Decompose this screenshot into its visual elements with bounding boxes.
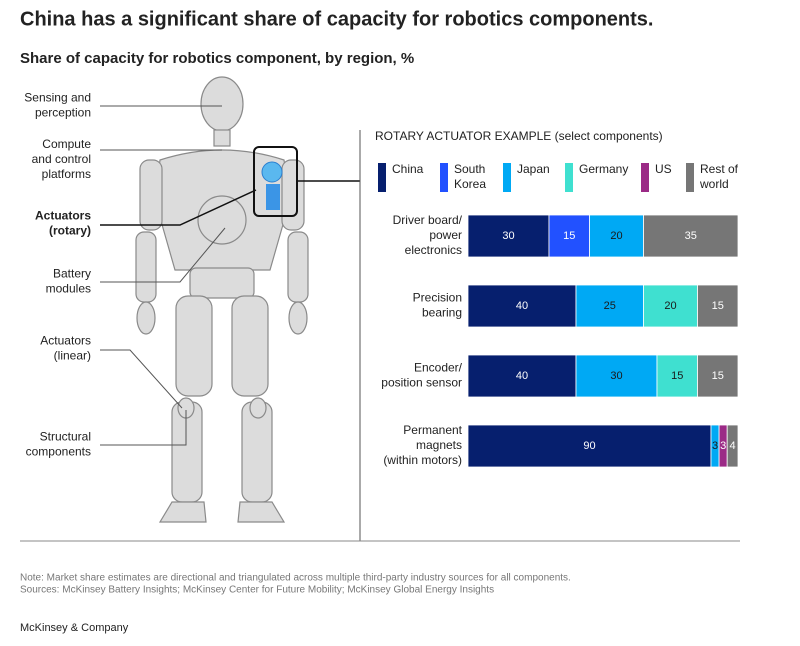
legend-swatch xyxy=(565,163,573,192)
value-label: 90 xyxy=(583,440,595,452)
bar-segment xyxy=(589,214,644,258)
leader-lines xyxy=(100,105,361,541)
category-label: bearing xyxy=(422,306,462,320)
bar-segment xyxy=(467,424,712,468)
figure-label: Actuators xyxy=(35,209,91,223)
category-label: (within motors) xyxy=(383,453,462,467)
bar-segment xyxy=(697,284,739,328)
legend-swatch xyxy=(641,163,649,192)
value-label: 15 xyxy=(712,370,724,382)
category-label: magnets xyxy=(416,438,462,452)
sources: Sources: McKinsey Battery Insights; McKi… xyxy=(20,585,494,596)
actuator-icon xyxy=(261,161,283,183)
legend-label: Japan xyxy=(517,162,550,176)
category-label: Permanent xyxy=(403,423,462,437)
bar-segment xyxy=(467,354,577,398)
figure-label: platforms xyxy=(42,167,91,181)
figure-label: Structural xyxy=(40,430,91,444)
bar-segment xyxy=(726,424,739,468)
bar-segment xyxy=(467,284,577,328)
category-label: Driver board/ xyxy=(393,213,463,227)
figure-label: (rotary) xyxy=(49,224,91,238)
figure-label: (linear) xyxy=(54,349,91,363)
figure-label: and control xyxy=(32,152,91,166)
category-label: power xyxy=(429,228,462,242)
value-label: 15 xyxy=(563,230,575,242)
figure-label: Sensing and xyxy=(24,91,91,105)
value-label: 30 xyxy=(610,370,622,382)
actuator-icon xyxy=(266,184,280,210)
value-label: 3 xyxy=(712,440,718,452)
legend-label: China xyxy=(392,162,424,176)
note: Note: Market share estimates are directi… xyxy=(20,573,571,584)
value-label: 40 xyxy=(516,370,528,382)
legend-swatch xyxy=(378,163,386,192)
value-label: 15 xyxy=(712,300,724,312)
bar-segment xyxy=(656,354,698,398)
category-label: electronics xyxy=(405,243,462,257)
value-label: 4 xyxy=(730,440,736,452)
chart-title: ROTARY ACTUATOR EXAMPLE (select componen… xyxy=(375,129,663,143)
footer: McKinsey & Company xyxy=(20,622,129,634)
legend-swatch xyxy=(440,163,448,192)
subtitle: Share of capacity for robotics component… xyxy=(20,50,414,67)
bar-segment xyxy=(643,284,698,328)
category-label: position sensor xyxy=(381,376,462,390)
value-label: 15 xyxy=(671,370,683,382)
value-label: 35 xyxy=(685,230,697,242)
value-label: 25 xyxy=(604,300,616,312)
bar-segment xyxy=(643,214,739,258)
bar-segment xyxy=(548,214,590,258)
value-label: 20 xyxy=(610,230,622,242)
bar-segment xyxy=(575,354,658,398)
legend-label: US xyxy=(655,162,672,176)
legend-label: Germany xyxy=(579,162,629,176)
value-label: 20 xyxy=(664,300,676,312)
legend-swatch xyxy=(686,163,694,192)
figure-label: perception xyxy=(35,106,91,120)
figure-label: modules xyxy=(46,282,91,296)
legend-swatch xyxy=(503,163,511,192)
category-label: Precision xyxy=(413,291,462,305)
robot-illustration xyxy=(135,76,309,523)
value-label: 3 xyxy=(720,440,726,452)
value-label: 40 xyxy=(516,300,528,312)
title: China has a significant share of capacit… xyxy=(20,8,653,30)
bar-segment xyxy=(697,354,739,398)
legend-label: Rest of world xyxy=(700,162,739,191)
category-label: Encoder/ xyxy=(414,361,463,375)
figure-label: Battery xyxy=(53,267,91,281)
figure-label: Actuators xyxy=(40,334,91,348)
figure-label: Compute xyxy=(42,137,91,151)
legend-label: South Korea xyxy=(454,162,487,191)
bar-segment xyxy=(467,214,550,258)
value-label: 30 xyxy=(502,230,514,242)
figure-label: components xyxy=(26,445,91,459)
